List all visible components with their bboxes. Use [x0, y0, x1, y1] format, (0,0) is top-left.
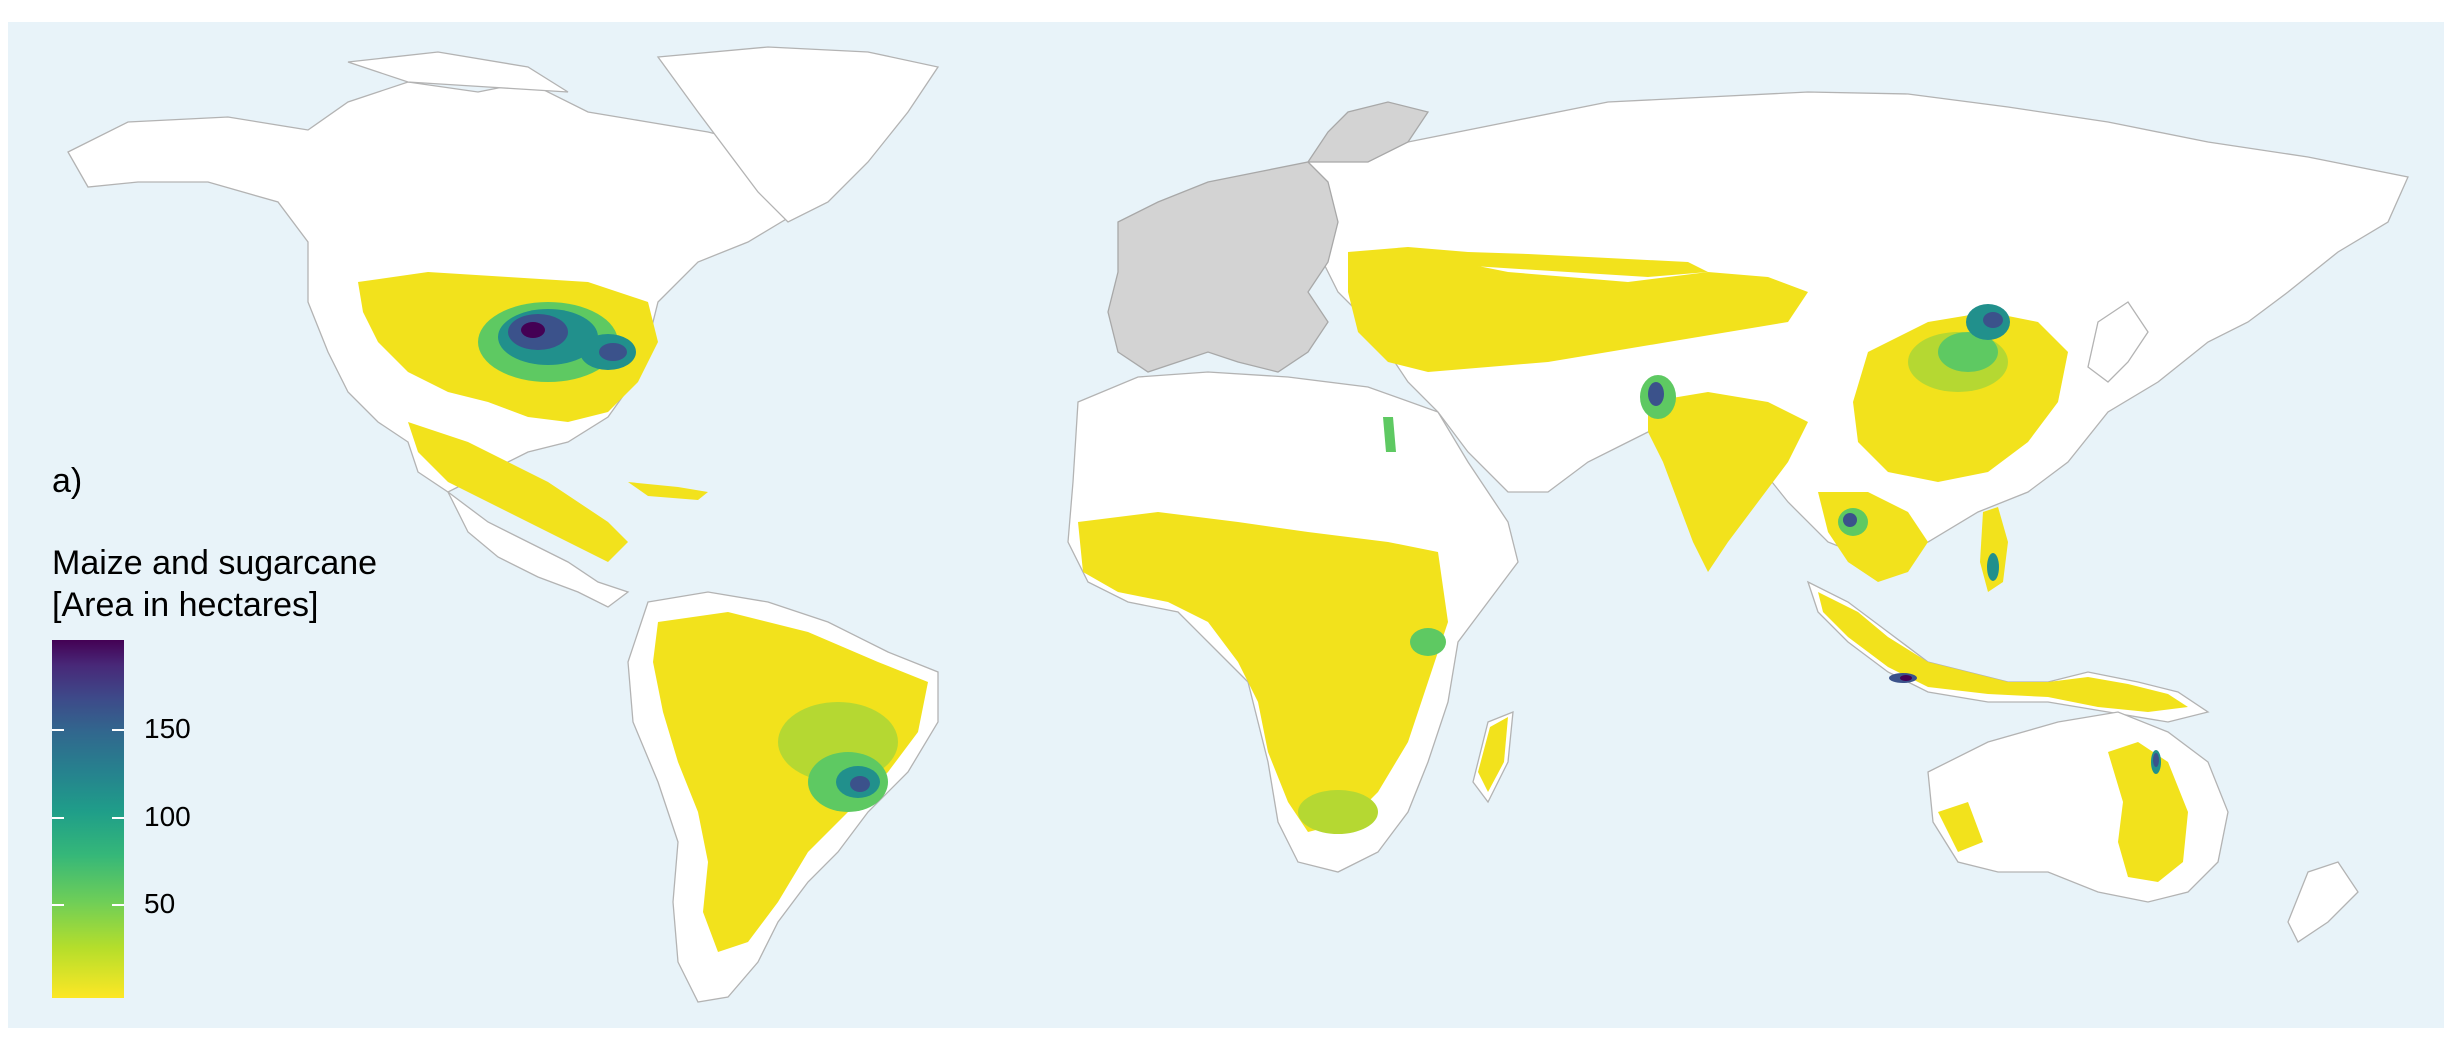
world-map: [8, 22, 2444, 1028]
legend-title-line2: [Area in hectares]: [52, 586, 319, 624]
legend-tick-label-100: 100: [144, 801, 191, 832]
legend-tick-label-50: 50: [144, 888, 176, 919]
crop-area-layer: [358, 247, 2188, 952]
excluded-region-europe: [1107, 101, 1430, 373]
land-asia: [1307, 91, 2409, 563]
map-canvas: [67, 46, 2409, 1003]
panel-label: a): [52, 462, 83, 500]
land-greenland: [656, 46, 940, 223]
legend-colorbar: [52, 640, 124, 998]
land-new-zealand: [2287, 861, 2359, 943]
land-japan: [2087, 301, 2149, 383]
legend-tick-label-150: 150: [144, 713, 191, 744]
legend-title: Maize and sugarcane [Area in hectares]: [52, 542, 377, 626]
land-arctic-islands: [347, 51, 569, 93]
land-central-america: [447, 491, 630, 608]
legend-title-line1: Maize and sugarcane: [52, 544, 378, 582]
